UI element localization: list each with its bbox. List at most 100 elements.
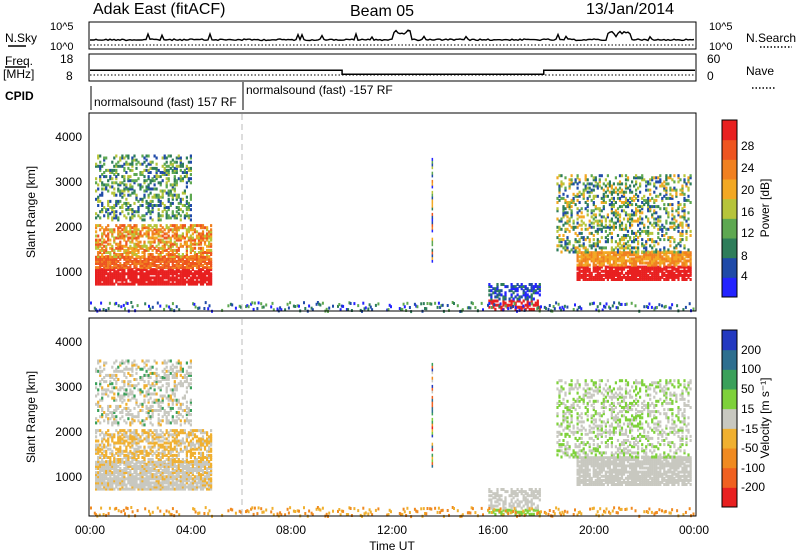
echo-cell — [622, 275, 626, 279]
echo-cell — [109, 242, 112, 246]
echo-cell — [234, 306, 237, 310]
echo-cell — [155, 168, 158, 172]
echo-cell — [647, 269, 650, 273]
echo-cell — [97, 445, 100, 449]
echo-cell — [592, 263, 595, 267]
echo-cell — [185, 230, 188, 234]
echo-cell — [637, 269, 640, 273]
echo-cell — [127, 464, 130, 468]
echo-cell — [125, 485, 128, 489]
echo-cell — [155, 464, 158, 468]
noise-panel-frame — [88, 21, 697, 50]
echo-cell — [133, 226, 136, 230]
echo-cell — [117, 479, 120, 483]
echo-cell — [127, 248, 130, 252]
echo-cell — [588, 269, 591, 273]
echo-cell — [639, 190, 642, 194]
echo-cell — [161, 266, 164, 270]
echo-cell — [206, 462, 209, 466]
echo-cell — [193, 246, 197, 250]
echo-cell — [612, 251, 615, 255]
echo-cell — [127, 224, 130, 228]
echo-cell — [520, 307, 523, 311]
echo-cell — [177, 259, 180, 263]
echo-cell — [532, 285, 535, 289]
echo-cell — [135, 257, 138, 261]
echo-cell — [171, 469, 174, 472]
echo-cell — [276, 307, 279, 311]
echo-cell — [641, 250, 644, 254]
echo-cell — [594, 194, 597, 198]
echo-cell — [109, 175, 112, 179]
echo-cell — [105, 272, 108, 276]
echo-cell — [272, 308, 275, 312]
echo-cell — [526, 295, 529, 299]
echo-cell — [201, 471, 205, 475]
echo-cell — [633, 271, 636, 275]
echo-cell — [183, 236, 186, 240]
echo-cell — [584, 227, 587, 231]
echo-cell — [187, 278, 190, 282]
echo-cell — [649, 271, 652, 275]
echo-cell — [635, 273, 638, 277]
echo-cell — [558, 240, 561, 244]
echo-cell — [113, 214, 116, 218]
echo-cell — [649, 192, 652, 196]
echo-cell — [143, 447, 146, 451]
echo-cell — [490, 289, 493, 293]
echo-cell — [622, 265, 626, 269]
echo-cell — [145, 437, 148, 441]
echo-cell — [633, 259, 636, 263]
echo-cell — [143, 251, 146, 254]
echo-cell — [105, 270, 108, 274]
echo-cell — [645, 257, 648, 261]
echo-cell — [113, 236, 116, 240]
echo-cell — [103, 477, 106, 481]
echo-cell — [157, 270, 160, 274]
echo-cell — [534, 303, 537, 307]
echo-cell — [604, 194, 607, 198]
echo-cell — [665, 221, 668, 225]
echo-cell — [155, 270, 158, 274]
echo-cell — [637, 219, 640, 223]
echo-cell — [431, 212, 434, 216]
echo-cell — [633, 263, 636, 267]
echo-cell — [183, 175, 186, 179]
echo-cell — [596, 273, 599, 277]
echo-cell — [101, 473, 104, 477]
echo-cell — [564, 176, 567, 180]
echo-cell — [669, 192, 672, 196]
echo-cell — [532, 289, 535, 293]
echo-cell — [129, 483, 132, 487]
echo-cell — [107, 168, 110, 172]
echo-cell — [163, 477, 166, 481]
echo-cell — [167, 471, 170, 475]
echo-cell — [171, 272, 174, 276]
echo-cell — [681, 221, 684, 225]
echo-cell — [185, 173, 188, 176]
echo-cell — [151, 485, 154, 489]
echo-cell — [681, 223, 684, 227]
echo-cell — [115, 175, 118, 179]
echo-cell — [137, 268, 140, 272]
echo-cell — [173, 266, 176, 270]
echo-cell — [179, 168, 182, 172]
echo-cell — [610, 201, 613, 204]
echo-cell — [661, 251, 664, 255]
echo-cell — [622, 201, 626, 204]
echo-cell — [655, 269, 658, 273]
echo-cell — [328, 306, 331, 310]
echo-cell — [181, 259, 184, 263]
echo-cell — [675, 246, 678, 250]
nave-right-tick-bottom: 0 — [707, 69, 714, 83]
echo-cell — [137, 282, 140, 286]
echo-cell — [99, 251, 102, 254]
echo-cell — [631, 269, 634, 273]
echo-cell — [171, 224, 174, 228]
echo-cell — [598, 251, 601, 255]
echo-cell — [538, 307, 541, 311]
echo-cell — [416, 305, 419, 309]
echo-cell — [635, 231, 638, 235]
echo-cell — [629, 221, 632, 225]
echo-cell — [586, 209, 589, 213]
